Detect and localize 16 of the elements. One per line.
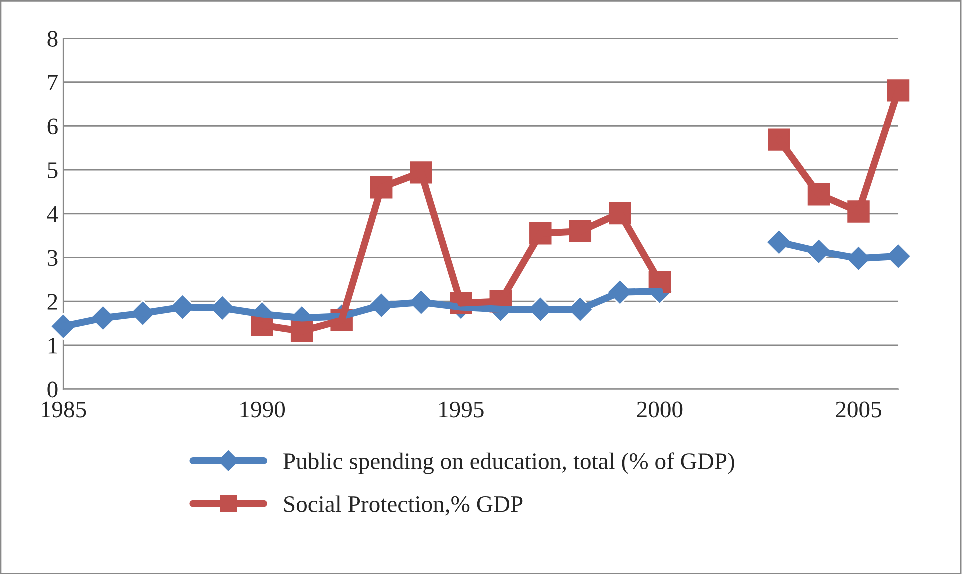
y-tick-label: 1 xyxy=(48,338,58,354)
x-tick-label: 1995 xyxy=(440,402,484,418)
y-tick-label: 7 xyxy=(48,75,58,91)
legend-label: Public spending on education, total (% of GDP) xyxy=(284,452,734,474)
y-tick-label: 2 xyxy=(48,294,58,310)
y-tick-label: 0 xyxy=(48,382,58,398)
y-tick-label: 5 xyxy=(48,162,58,178)
x-tick-label: 1990 xyxy=(240,402,286,418)
x-tick-label: 1985 xyxy=(42,402,86,418)
y-tick-label: 4 xyxy=(47,206,58,222)
y-tick-label: 3 xyxy=(48,250,58,266)
x-tick-label: 2005 xyxy=(836,402,882,418)
legend-label: Social Protection,% GDP xyxy=(284,496,523,516)
y-tick-label: 8 xyxy=(48,31,58,47)
y-tick-label: 6 xyxy=(48,118,58,135)
x-tick-label: 2000 xyxy=(637,402,683,418)
